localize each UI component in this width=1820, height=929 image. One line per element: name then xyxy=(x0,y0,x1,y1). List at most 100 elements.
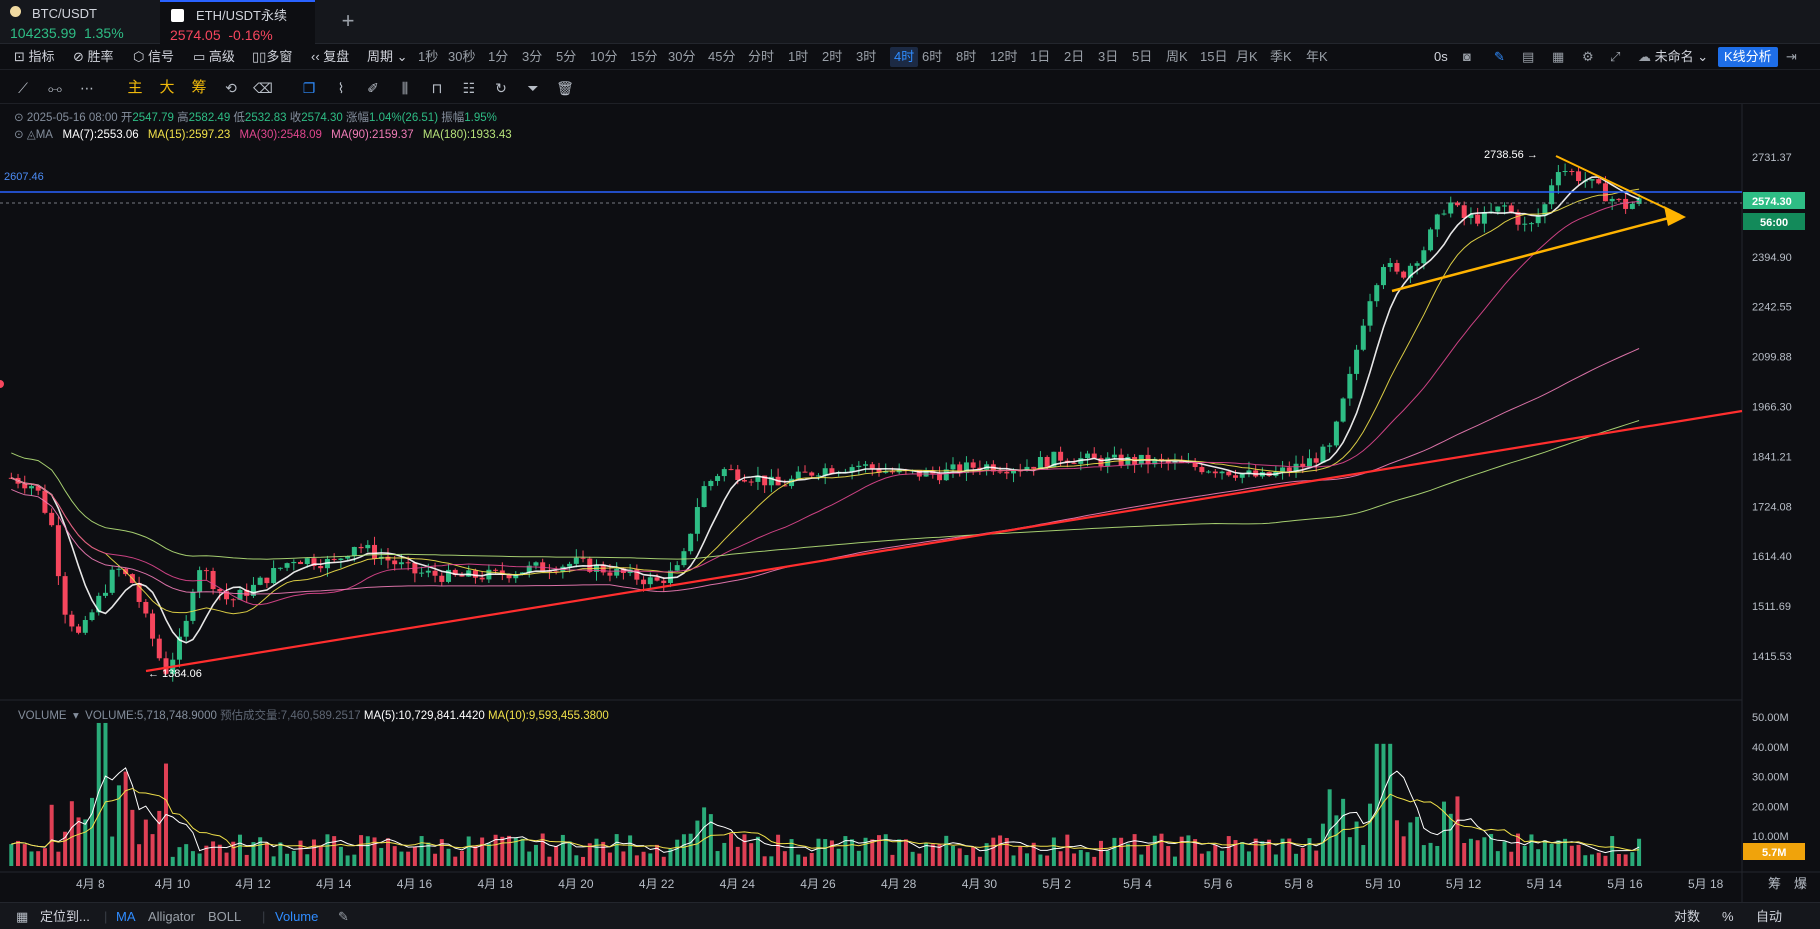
volume-bar xyxy=(1563,838,1568,866)
pencil-icon[interactable]: ✎ xyxy=(1494,49,1505,64)
candles-icon[interactable]: ⫼ xyxy=(401,80,409,96)
tab-btc-usdt[interactable]: BTC/USDT 104235.99 1.35% xyxy=(0,0,160,44)
period-option[interactable]: 季K xyxy=(1270,49,1292,64)
calendar-icon[interactable]: ▦ xyxy=(16,909,29,924)
period-option[interactable]: 5日 xyxy=(1132,49,1153,64)
period-option[interactable]: 30分 xyxy=(668,49,696,64)
kline-analysis-button[interactable]: K线分析 xyxy=(1718,47,1778,67)
lock-icon[interactable]: ⊓ xyxy=(431,80,443,96)
erase-pen-icon[interactable]: ⌫ xyxy=(253,80,273,96)
period-option[interactable]: 15分 xyxy=(630,49,658,64)
layout-name-dropdown[interactable]: ☁ 未命名 ⌄ xyxy=(1638,49,1709,64)
magnet-icon[interactable]: ↻ xyxy=(495,80,507,96)
period-option[interactable]: 12时 xyxy=(990,49,1018,64)
candle-body xyxy=(1118,454,1124,466)
line-tool-icon[interactable]: ⟋ xyxy=(18,80,28,96)
volume-bar xyxy=(1462,843,1467,866)
volume-bar xyxy=(1455,796,1460,866)
indicators-button[interactable]: ⊡ 指标 xyxy=(14,49,55,64)
period-option[interactable]: 年K xyxy=(1306,49,1328,64)
filter-icon[interactable]: ⏷ xyxy=(527,80,539,96)
period-option[interactable]: 10分 xyxy=(590,49,618,64)
advanced-button[interactable]: ▭ 高级 xyxy=(193,49,235,64)
volume-dropdown-icon[interactable]: ▾ xyxy=(69,710,82,722)
volume-tick: 10.00M xyxy=(1752,831,1789,843)
period-option[interactable]: 1日 xyxy=(1030,49,1051,64)
period-option[interactable]: 分时 xyxy=(748,49,775,64)
replay-button[interactable]: ‹‹ 复盘 xyxy=(311,49,350,64)
volume-bar xyxy=(486,843,491,866)
period-option[interactable]: 月K xyxy=(1236,49,1258,64)
period-option[interactable]: 1时 xyxy=(788,49,809,64)
more-tools-icon[interactable]: ⋯ xyxy=(80,80,94,96)
period-option[interactable]: 3日 xyxy=(1098,49,1119,64)
auto-scale-toggle[interactable]: 自动 xyxy=(1756,909,1783,924)
sync-icon[interactable]: ⟲ xyxy=(225,80,237,96)
copy-icon[interactable]: ❐ xyxy=(302,80,316,96)
period-option[interactable]: 4时 xyxy=(890,47,919,67)
alert-icon[interactable]: ◬ xyxy=(26,129,36,141)
volume-bar xyxy=(473,845,478,866)
candle-body xyxy=(35,486,41,491)
fullscreen-icon[interactable]: ⤢ xyxy=(1610,49,1621,64)
layout-icon[interactable]: ▦ xyxy=(1552,49,1565,64)
locate-button[interactable]: 定位到... xyxy=(40,909,90,924)
brush-icon[interactable]: ✐ xyxy=(367,80,379,96)
volume-bar xyxy=(116,785,121,866)
period-option[interactable]: 3时 xyxy=(856,49,877,64)
volume-bar xyxy=(930,844,935,866)
candle-body xyxy=(1293,463,1299,472)
percent-scale-toggle[interactable]: % xyxy=(1722,909,1734,924)
candle-body xyxy=(1179,461,1185,463)
add-tab-button[interactable]: + xyxy=(341,8,355,33)
settings-icon[interactable]: ⚙ xyxy=(1582,49,1594,64)
candle-body xyxy=(1407,265,1413,278)
indicator-volume[interactable]: Volume xyxy=(275,909,319,924)
volume-bar xyxy=(1166,846,1171,866)
multi-window-button[interactable]: ▯▯多窗 xyxy=(252,49,293,64)
camera-icon[interactable]: ◙ xyxy=(1463,49,1471,64)
candle-body xyxy=(856,465,862,468)
period-option[interactable]: 2时 xyxy=(822,49,843,64)
period-option[interactable]: 45分 xyxy=(708,49,736,64)
volume-bar xyxy=(1320,823,1325,866)
chips-button[interactable]: 筹 xyxy=(191,79,207,96)
price-chart[interactable]: 2738.56 → ← 1384.06 2607.46 2731.37 2394.90… xyxy=(0,104,1820,904)
log-scale-toggle[interactable]: 对数 xyxy=(1674,909,1701,924)
period-option[interactable]: 5分 xyxy=(556,49,577,64)
note-icon[interactable]: ▤ xyxy=(1522,49,1535,64)
indicator-boll[interactable]: BOLL xyxy=(208,909,242,924)
volume-bar xyxy=(433,853,438,866)
signal-button[interactable]: ⬡ 信号 xyxy=(133,47,174,67)
ruler-tool-icon[interactable]: ⧟ xyxy=(48,80,62,96)
volume-bar xyxy=(1448,813,1453,866)
period-option[interactable]: 2日 xyxy=(1064,49,1085,64)
period-option[interactable]: 8时 xyxy=(956,49,977,64)
legend-toggle-icon[interactable]: ⊙ xyxy=(14,112,24,124)
candle-body xyxy=(1623,198,1629,209)
candle-body xyxy=(1219,471,1225,474)
period-option[interactable]: 1分 xyxy=(488,49,509,64)
main-chart-button[interactable]: 主 xyxy=(127,79,143,96)
volume-bar xyxy=(1394,820,1399,866)
indicator-alligator[interactable]: Alligator xyxy=(148,909,195,924)
measure-icon[interactable]: ⌇ xyxy=(337,80,345,96)
big-chart-button[interactable]: 大 xyxy=(159,79,175,96)
period-dropdown[interactable]: 周期 ⌄ xyxy=(367,49,408,64)
winrate-button[interactable]: ⊘ 胜率 xyxy=(73,47,114,67)
period-option[interactable]: 3分 xyxy=(522,49,543,64)
edit-list-icon[interactable]: ☷ xyxy=(462,80,476,96)
collapse-icon[interactable]: ⇥ xyxy=(1786,49,1797,64)
period-option[interactable]: 6时 xyxy=(922,49,943,64)
period-option[interactable]: 1秒 xyxy=(418,49,439,64)
tab-eth-usdt-perp[interactable]: ETH/USDT永续 2574.05 -0.16% xyxy=(160,0,315,44)
edit-indicators-icon[interactable]: ✎ xyxy=(338,909,349,924)
trash-icon[interactable]: 🗑 xyxy=(556,80,574,96)
indicator-ma[interactable]: MA xyxy=(116,909,136,924)
visibility-icon[interactable]: ⊙ xyxy=(14,129,24,141)
candle-body xyxy=(176,636,182,660)
period-option[interactable]: 周K xyxy=(1166,49,1188,64)
period-option[interactable]: 30秒 xyxy=(448,49,476,64)
period-option[interactable]: 15日 xyxy=(1200,49,1228,64)
volume-bar xyxy=(1489,833,1494,866)
